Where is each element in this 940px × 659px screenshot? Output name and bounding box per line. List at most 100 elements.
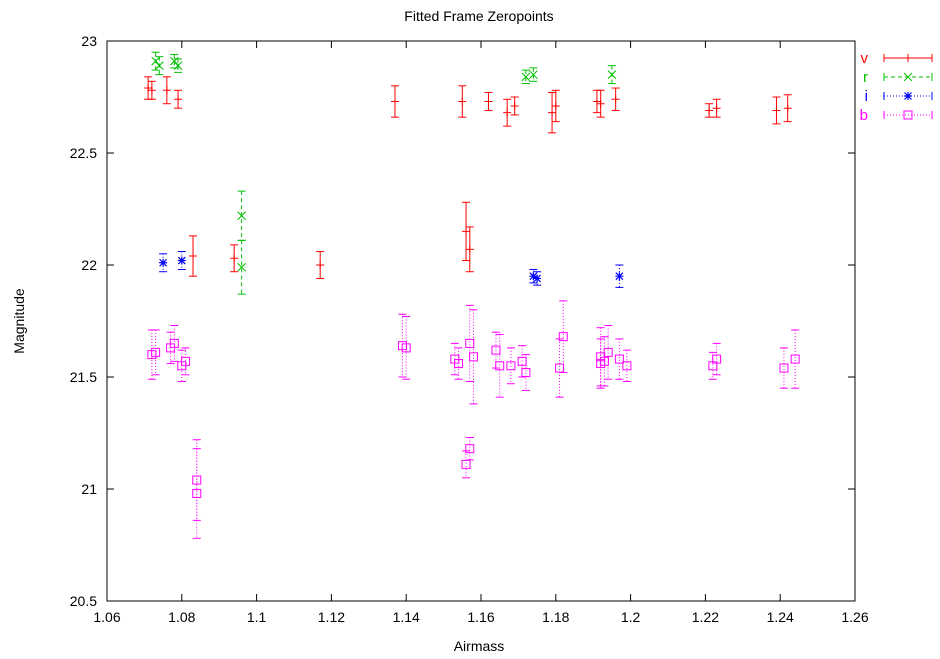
- data-point: [712, 104, 721, 113]
- data-point: [712, 354, 722, 364]
- data-point: [603, 347, 613, 357]
- x-tick-label: 1.12: [318, 609, 345, 625]
- data-point: [159, 258, 168, 267]
- data-point: [237, 211, 246, 221]
- data-point: [607, 70, 617, 79]
- data-point: [465, 444, 475, 454]
- data-point: [558, 332, 568, 342]
- data-point: [147, 86, 156, 95]
- data-point: [151, 347, 161, 357]
- data-point: [181, 356, 191, 366]
- data-point: [151, 56, 160, 66]
- data-point: [548, 108, 557, 117]
- data-point: [615, 272, 624, 281]
- data-point: [169, 338, 179, 348]
- legend-entry-r: r: [863, 69, 933, 86]
- x-tick-label: 1.1: [247, 609, 267, 625]
- x-tick-label: 1.08: [168, 609, 195, 625]
- legend-marker: [904, 54, 912, 62]
- series-r: [151, 51, 617, 295]
- data-point: [458, 97, 467, 106]
- legend-label: i: [865, 88, 868, 105]
- y-tick-label: 20.5: [70, 593, 97, 609]
- data-point: [611, 95, 620, 104]
- x-tick-label: 1.22: [692, 609, 719, 625]
- axis-ticks: 1.06 1.08 1.1 1.12 1.14 1.16 1.18 1.2 1.22 1.24 1.…: [70, 33, 869, 625]
- y-tick-label: 21: [81, 481, 97, 497]
- data-point: [551, 101, 560, 110]
- chart-title: Fitted Frame Zeropoints: [404, 8, 553, 24]
- plot-area-border: [106, 40, 856, 602]
- data-point: [316, 261, 325, 269]
- x-axis-title: Airmass: [454, 638, 505, 654]
- data-point: [783, 104, 792, 113]
- data-point: [495, 361, 505, 371]
- data-point: [465, 338, 475, 348]
- data-point: [503, 108, 512, 117]
- data-point: [555, 363, 565, 373]
- data-point: [521, 72, 531, 82]
- legend-entry-v: v: [861, 50, 933, 67]
- x-tick-label: 1.16: [467, 609, 494, 625]
- y-axis-title: Magnitude: [11, 288, 27, 354]
- data-point: [189, 252, 198, 261]
- x-tick-label: 1.14: [393, 609, 420, 625]
- data-point: [599, 356, 609, 366]
- data-point: [779, 363, 789, 373]
- data-point: [230, 254, 239, 263]
- data-point: [529, 272, 538, 281]
- legend-marker: [903, 110, 913, 120]
- x-tick-label: 1.06: [93, 609, 120, 625]
- data-point: [614, 354, 624, 364]
- data-point: [529, 70, 538, 79]
- series-b: [147, 300, 800, 539]
- legend-entry-i: i: [865, 88, 933, 105]
- data-point: [192, 488, 202, 498]
- y-tick-label: 21.5: [70, 369, 97, 385]
- data-point: [521, 368, 531, 378]
- data-point: [192, 475, 202, 485]
- data-point: [144, 84, 153, 93]
- data-point: [705, 106, 714, 115]
- data-point: [173, 61, 183, 70]
- data-point: [465, 245, 474, 254]
- series-layer: [144, 51, 800, 539]
- plot-frame: [106, 40, 856, 602]
- data-point: [484, 97, 493, 106]
- legend-marker: [903, 72, 913, 82]
- x-tick-label: 1.2: [621, 609, 641, 625]
- x-tick-label: 1.24: [767, 609, 794, 625]
- data-point: [510, 101, 519, 110]
- legend-label: r: [863, 69, 868, 86]
- data-point: [237, 262, 246, 272]
- data-point: [461, 459, 471, 469]
- legend-entry-b: b: [860, 107, 933, 124]
- data-point: [592, 97, 601, 106]
- data-point: [155, 61, 164, 70]
- series-v: [144, 76, 792, 279]
- data-point: [772, 106, 781, 115]
- data-point: [177, 256, 186, 265]
- data-point: [401, 343, 411, 353]
- legend-label: v: [861, 50, 869, 67]
- data-point: [462, 227, 471, 236]
- y-tick-label: 23: [81, 33, 97, 49]
- y-tick-label: 22.5: [70, 145, 97, 161]
- series-i: [159, 251, 624, 288]
- legend-label: b: [860, 107, 868, 124]
- data-point: [469, 352, 479, 362]
- data-point: [174, 95, 183, 104]
- x-tick-label: 1.26: [841, 609, 868, 625]
- y-tick-label: 22: [81, 257, 97, 273]
- legend-marker: [904, 92, 912, 100]
- data-point: [622, 361, 632, 371]
- x-tick-label: 1.18: [542, 609, 569, 625]
- data-point: [454, 359, 464, 369]
- data-point: [506, 361, 516, 371]
- data-point: [162, 86, 171, 95]
- data-point: [533, 274, 542, 283]
- data-point: [596, 99, 605, 108]
- data-point: [790, 354, 800, 364]
